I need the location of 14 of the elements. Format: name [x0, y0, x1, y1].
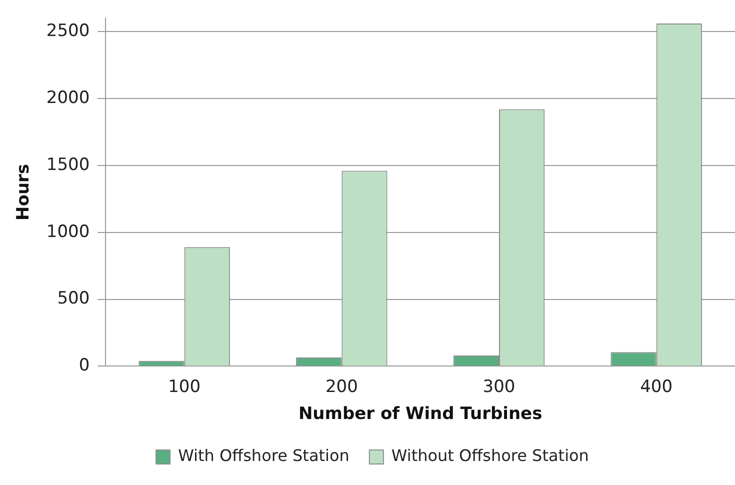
y-axis-title: Hours [14, 164, 34, 220]
x-tick-label: 100 [168, 376, 201, 397]
y-tick-label: 500 [57, 288, 90, 309]
y-tick-label: 1000 [46, 222, 90, 242]
y-tick-label: 0 [78, 356, 90, 376]
x-tick-label: 200 [325, 376, 358, 397]
x-tick-label: 400 [640, 376, 673, 397]
y-tick-label: 1500 [46, 154, 90, 175]
x-tick-label: 300 [482, 376, 516, 397]
x-axis-title: Number of Wind Turbines [298, 404, 542, 424]
y-tick-label: 2500 [46, 21, 90, 42]
legend-label: Without Offshore Station [391, 446, 589, 466]
y-tick-label: 2000 [46, 88, 90, 108]
legend-label: With Offshore Station [178, 446, 350, 466]
